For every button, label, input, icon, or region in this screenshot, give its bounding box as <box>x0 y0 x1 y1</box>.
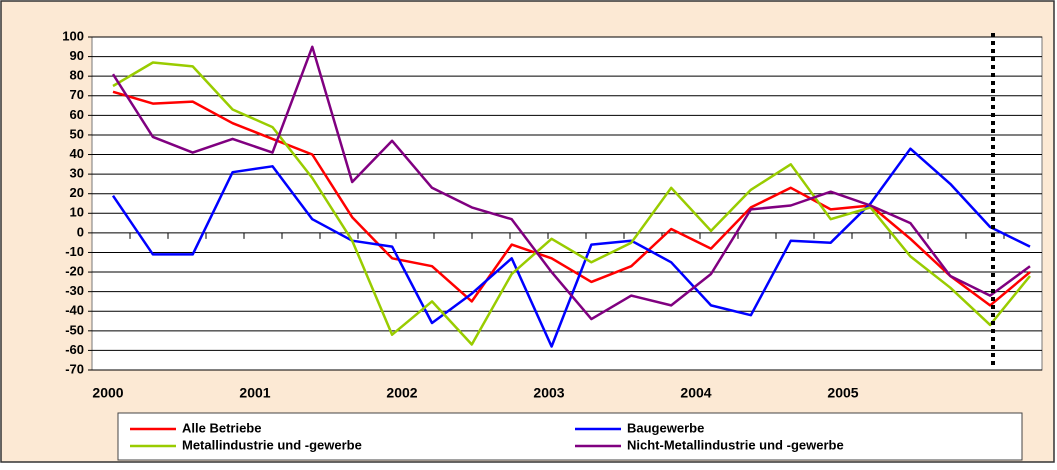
legend-label: Metallindustrie und -gewerbe <box>182 437 362 452</box>
legend-label: Alle Betriebe <box>182 420 261 435</box>
y-tick-label: 50 <box>70 126 84 141</box>
y-tick-label: 80 <box>70 68 84 83</box>
y-tick-label: 60 <box>70 107 84 122</box>
legend-label: Nicht-Metallindustrie und -gewerbe <box>627 437 844 452</box>
y-tick-label: 40 <box>70 146 84 161</box>
y-tick-label: -40 <box>65 303 84 318</box>
y-tick-label: 0 <box>77 224 84 239</box>
x-tick-label: 2001 <box>239 385 270 401</box>
x-tick-label: 2000 <box>92 385 123 401</box>
legend <box>117 412 1023 461</box>
series-line <box>111 45 1031 321</box>
y-tick-label: 100 <box>62 28 84 43</box>
y-tick-label: 70 <box>70 87 84 102</box>
y-tick-label: 30 <box>70 166 84 181</box>
y-tick-label: 90 <box>70 48 84 63</box>
x-tick-label: 2002 <box>386 385 417 401</box>
series-line <box>112 90 1031 307</box>
y-tick-label: -70 <box>65 361 84 376</box>
y-tick-label: -50 <box>65 322 84 337</box>
x-tick-label: 2003 <box>533 385 564 401</box>
plot-area <box>91 36 1043 371</box>
y-tick-label: -60 <box>65 342 84 357</box>
y-tick-label: -30 <box>65 283 84 298</box>
y-tick-label: 20 <box>70 185 84 200</box>
x-tick-label: 2004 <box>680 385 711 401</box>
legend-label: Baugewerbe <box>627 420 704 435</box>
y-tick-label: -20 <box>65 263 84 278</box>
series-line <box>112 61 1031 346</box>
y-tick-label: -10 <box>65 244 84 259</box>
y-tick-label: 10 <box>70 205 84 220</box>
x-tick-label: 2005 <box>827 385 858 401</box>
